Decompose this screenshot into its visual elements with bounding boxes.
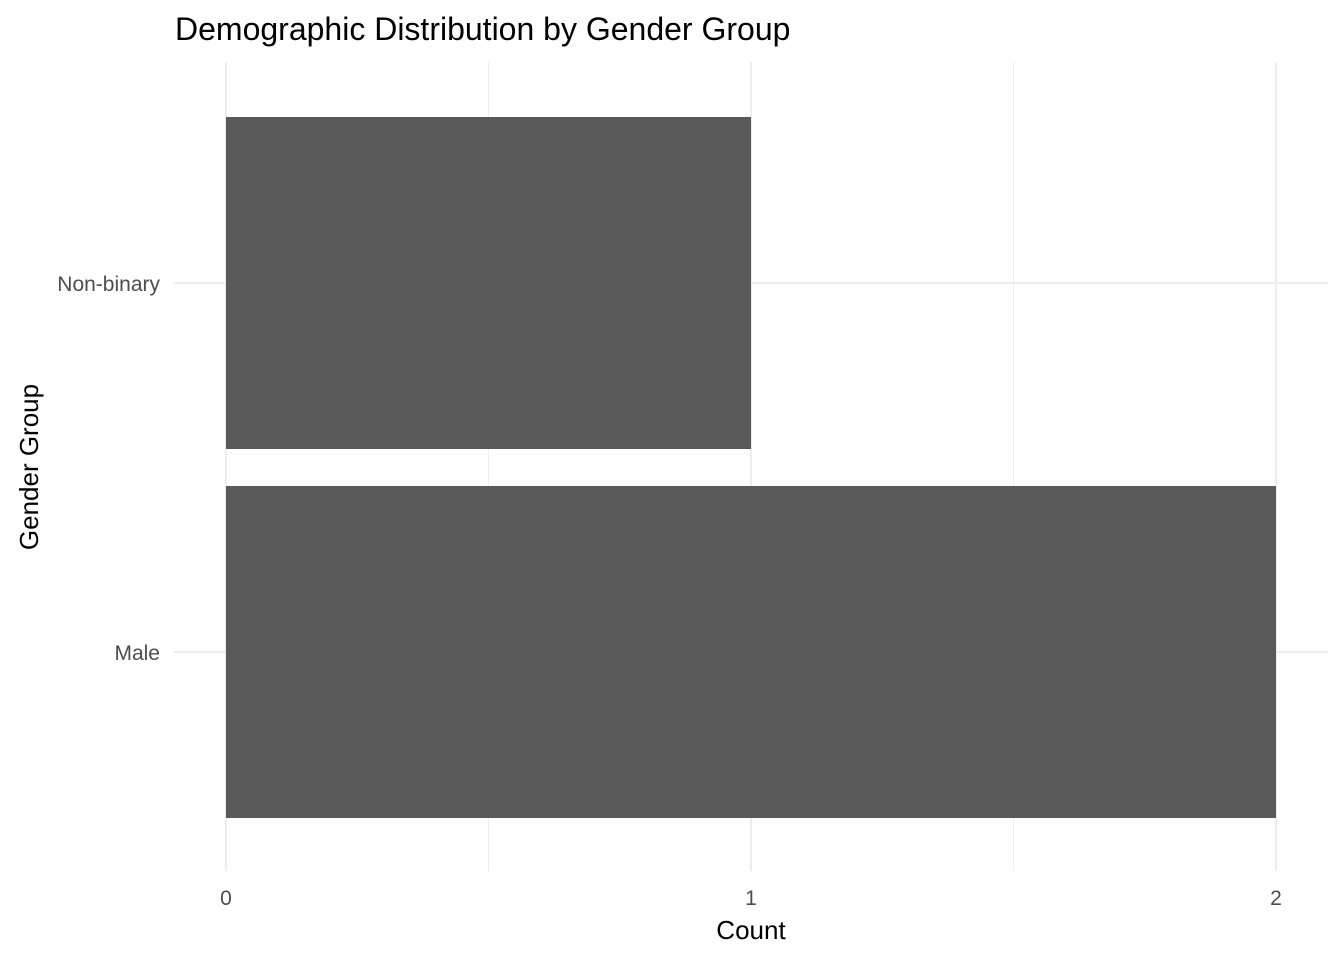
x-tick-label: 0 [220, 887, 232, 910]
bar-non-binary [226, 117, 751, 449]
tick-layer: 0 1 2 Male Non-binary [57, 273, 1282, 910]
x-tick-label: 2 [1270, 887, 1282, 910]
y-tick-label: Male [114, 642, 160, 665]
bar-layer [226, 117, 1276, 818]
x-axis-title: Count [716, 915, 786, 945]
x-tick-label: 1 [745, 887, 757, 910]
y-tick-label: Non-binary [57, 273, 160, 296]
y-axis-title: Gender Group [14, 384, 44, 550]
chart-title: Demographic Distribution by Gender Group [175, 11, 790, 47]
bar-male [226, 486, 1276, 818]
